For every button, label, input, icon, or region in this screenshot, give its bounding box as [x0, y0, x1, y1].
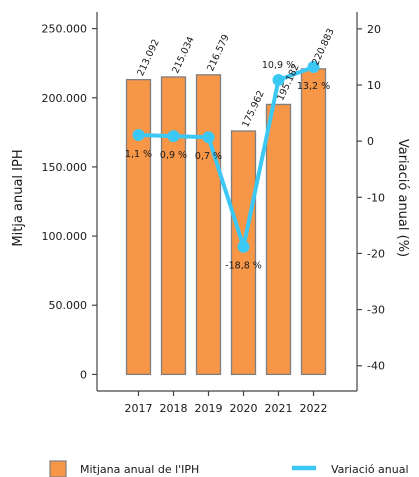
bar-value-label: 213.092	[135, 38, 162, 78]
x-tick-label: 2018	[160, 402, 188, 415]
variation-value-label: 0,7 %	[195, 151, 222, 162]
variation-value-label: 13,2 %	[297, 81, 330, 92]
left-tick-label: 100.000	[42, 230, 88, 243]
left-tick-label: 250.000	[42, 23, 88, 36]
variation-value-label: 0,9 %	[160, 150, 187, 161]
legend-label-bar: Mitjana anual de l'IPH	[80, 463, 199, 476]
bar-2021	[265, 103, 292, 376]
x-tick-label: 2017	[125, 402, 153, 415]
bar-value-label: 175.962	[240, 89, 267, 129]
variation-point-2021	[272, 73, 285, 86]
variation-value-label: 10,9 %	[262, 60, 295, 71]
bar-series	[125, 68, 327, 376]
variation-point-2017	[132, 128, 145, 141]
bar-2017	[125, 79, 152, 376]
bar-2020	[230, 130, 257, 376]
variation-value-label: 1,1 %	[125, 149, 152, 160]
right-tick-label: 20	[367, 23, 381, 36]
bar-value-label: 220.883	[310, 27, 337, 67]
x-tick-label: 2022	[300, 402, 328, 415]
variation-value-label: -18,8 %	[225, 261, 262, 272]
right-tick-label: 0	[367, 135, 374, 148]
bar-2018	[160, 76, 187, 376]
bar-2019	[195, 74, 222, 376]
x-tick-label: 2019	[195, 402, 223, 415]
left-tick-label: 50.000	[49, 299, 88, 312]
right-tick-label: -30	[367, 304, 385, 317]
variation-point-2022	[307, 61, 320, 74]
x-tick-label: 2020	[230, 402, 258, 415]
bar-value-label: 216.579	[205, 33, 232, 73]
x-tick-label: 2021	[265, 402, 293, 415]
legend-swatch-bar	[49, 460, 67, 477]
legend: Mitjana anual de l'IPH Variació anual	[49, 460, 409, 477]
variation-point-2020	[237, 240, 250, 253]
axes: 0 50.000 100.000 150.000 200.000 250.000 20 10 0…	[42, 12, 385, 415]
bar-value-label: 215.034	[170, 35, 197, 75]
variation-point-2019	[202, 131, 215, 144]
legend-label-line: Variació anual	[331, 463, 409, 476]
left-tick-label: 200.000	[42, 92, 88, 105]
line-series	[132, 61, 320, 253]
left-tick-label: 0	[80, 368, 87, 381]
right-tick-label: -40	[367, 360, 385, 373]
left-axis-title: Mitja anual IPH	[11, 149, 26, 246]
right-tick-label: -20	[367, 247, 385, 260]
right-axis-title: Variació anual (%)	[395, 139, 410, 257]
right-tick-label: -10	[367, 191, 385, 204]
bar-2022	[300, 68, 327, 376]
variation-point-2018	[167, 130, 180, 143]
left-tick-label: 150.000	[42, 161, 88, 174]
right-tick-label: 10	[367, 79, 381, 92]
